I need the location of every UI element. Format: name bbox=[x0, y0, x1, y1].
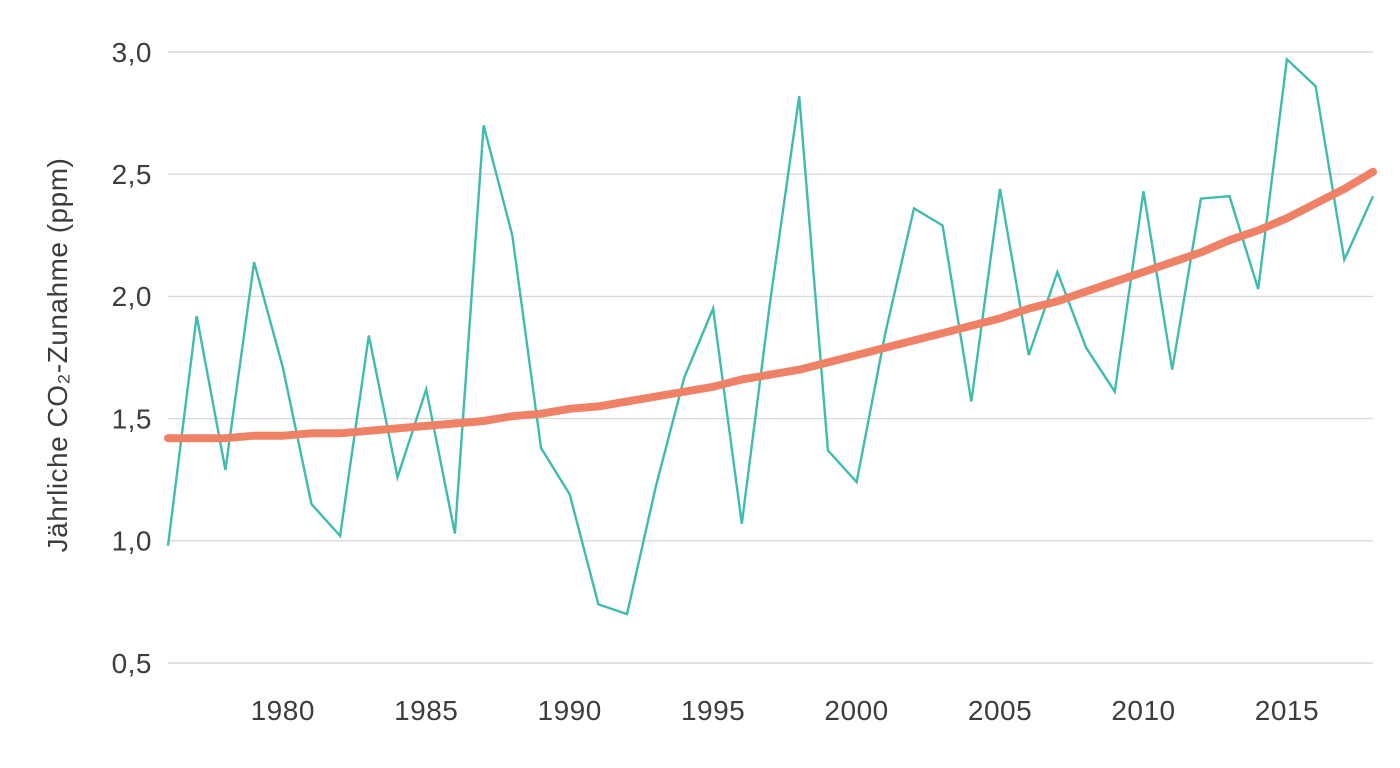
y-tick-label: 2,5 bbox=[112, 159, 152, 190]
y-tick-label: 2,0 bbox=[112, 281, 152, 312]
x-tick-label: 2010 bbox=[1111, 695, 1175, 726]
y-tick-label: 1,5 bbox=[112, 403, 152, 434]
x-tick-label: 2015 bbox=[1255, 695, 1319, 726]
y-tick-label: 0,5 bbox=[112, 648, 152, 679]
x-tick-label: 1985 bbox=[394, 695, 458, 726]
y-axis-title: Jährliche CO₂-Zunahme (ppm) bbox=[42, 157, 73, 553]
x-tick-label: 2005 bbox=[968, 695, 1032, 726]
trend-series-line bbox=[164, 167, 1377, 443]
annual-series-line bbox=[166, 56, 1375, 616]
y-tick-label: 3,0 bbox=[112, 37, 152, 68]
x-tick-label: 2000 bbox=[824, 695, 888, 726]
x-tick-label: 1990 bbox=[538, 695, 602, 726]
x-tick-label: 1995 bbox=[681, 695, 745, 726]
y-tick-label: 1,0 bbox=[112, 526, 152, 557]
x-tick-label: 1980 bbox=[251, 695, 315, 726]
